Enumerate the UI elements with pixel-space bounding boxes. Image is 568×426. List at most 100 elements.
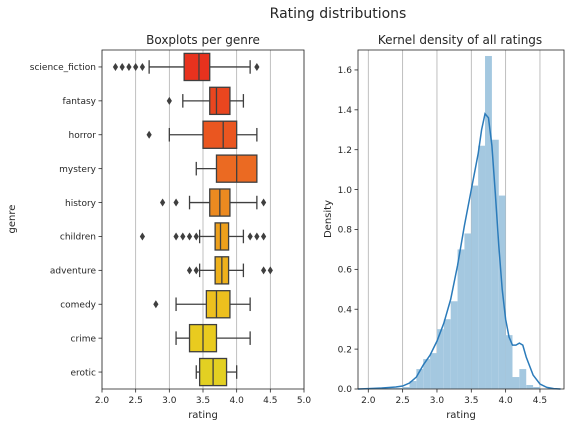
outlier-point bbox=[180, 232, 186, 241]
box-history bbox=[160, 188, 267, 217]
box-adventure bbox=[186, 256, 273, 285]
y-tick-label: horror bbox=[69, 131, 97, 141]
histogram-bar bbox=[395, 388, 403, 389]
y-tick-label: 0.6 bbox=[338, 266, 353, 276]
box-horror bbox=[146, 120, 258, 149]
y-tick-label: history bbox=[65, 199, 97, 209]
boxplot-panel: Boxplots per genre 2.0 2.5 3.0 3.5 4.0 4.5 5.0… bbox=[7, 33, 311, 421]
box-mystery bbox=[195, 154, 258, 183]
x-tick-label: 3.0 bbox=[162, 396, 177, 406]
density-histogram bbox=[382, 55, 540, 389]
y-tick-label: 0.2 bbox=[338, 345, 352, 355]
outlier-point bbox=[173, 232, 179, 241]
histogram-bar bbox=[436, 329, 444, 389]
y-tick-label: fantasy bbox=[63, 97, 97, 107]
outlier-point bbox=[112, 62, 119, 71]
outlier-point bbox=[139, 62, 145, 71]
y-tick-label: 1.6 bbox=[338, 66, 353, 76]
boxplot-y-label: genre bbox=[7, 205, 18, 234]
outlier-point bbox=[119, 62, 125, 71]
x-tick-label: 3.5 bbox=[464, 396, 478, 406]
histogram-bar bbox=[533, 387, 540, 389]
density-title: Kernel density of all ratings bbox=[378, 33, 542, 47]
y-tick-label: science_fiction bbox=[30, 63, 96, 73]
outlier-point bbox=[267, 266, 273, 275]
histogram-bar bbox=[478, 145, 486, 389]
histogram-bar bbox=[464, 233, 472, 389]
density-panel: Kernel density of all ratings 2.0 2.5 3.0 3… bbox=[323, 33, 565, 421]
boxplot-x-ticks: 2.0 2.5 3.0 3.5 4.0 4.5 5.0 bbox=[95, 389, 312, 406]
outlier-point bbox=[247, 232, 253, 241]
histogram-bar bbox=[443, 319, 451, 389]
y-tick-label: mystery bbox=[59, 165, 97, 175]
y-tick-label: 1.4 bbox=[338, 106, 353, 116]
density-x-ticks: 2.0 2.5 3.0 3.5 4.0 4.5 bbox=[361, 389, 547, 406]
box-iqr bbox=[209, 86, 231, 116]
outlier-point bbox=[126, 62, 132, 71]
y-tick-label: 1.2 bbox=[338, 146, 352, 156]
histogram-bar bbox=[423, 359, 431, 389]
outlier-point bbox=[186, 232, 193, 241]
x-tick-label: 4.5 bbox=[533, 396, 547, 406]
box-fantasy bbox=[166, 86, 245, 116]
y-tick-label: 0.4 bbox=[338, 305, 353, 315]
histogram-bar bbox=[505, 335, 513, 389]
box-science-fiction bbox=[112, 52, 260, 82]
outlier-point bbox=[173, 198, 179, 207]
box-erotic bbox=[195, 357, 238, 387]
histogram-bar bbox=[519, 369, 527, 389]
x-tick-label: 2.0 bbox=[361, 396, 376, 406]
y-tick-label: 1.0 bbox=[338, 186, 353, 196]
histogram-bar bbox=[402, 387, 410, 389]
histogram-bar bbox=[416, 369, 424, 389]
y-tick-label: 0.8 bbox=[338, 226, 353, 236]
x-tick-label: 3.5 bbox=[196, 396, 210, 406]
x-tick-label: 2.0 bbox=[95, 396, 110, 406]
x-tick-label: 4.5 bbox=[263, 396, 277, 406]
boxplot-title: Boxplots per genre bbox=[146, 33, 260, 47]
y-tick-label: 0.0 bbox=[338, 385, 353, 395]
histogram-bar bbox=[471, 185, 479, 389]
outlier-point bbox=[133, 62, 139, 71]
outlier-point bbox=[193, 232, 199, 241]
histogram-bar bbox=[409, 381, 417, 389]
box-iqr bbox=[214, 222, 230, 251]
outlier-point bbox=[261, 232, 267, 241]
outlier-point bbox=[160, 198, 166, 207]
outlier-point bbox=[153, 300, 159, 309]
boxplot-x-label: rating bbox=[188, 410, 218, 421]
histogram-bar bbox=[450, 301, 458, 389]
histogram-bar bbox=[526, 385, 534, 389]
x-tick-label: 4.0 bbox=[498, 396, 513, 406]
x-tick-label: 2.5 bbox=[395, 396, 409, 406]
histogram-bar bbox=[512, 377, 520, 389]
box-comedy bbox=[153, 290, 251, 319]
histogram-bar bbox=[485, 55, 492, 389]
kde-curve bbox=[357, 112, 561, 390]
outlier-point bbox=[146, 130, 152, 139]
x-tick-label: 4.0 bbox=[230, 396, 245, 406]
x-tick-label: 5.0 bbox=[297, 396, 312, 406]
figure-title: Rating distributions bbox=[270, 6, 407, 22]
outlier-point bbox=[166, 96, 172, 105]
outlier-point bbox=[254, 232, 260, 241]
box-iqr bbox=[205, 290, 231, 319]
box-iqr bbox=[183, 52, 211, 82]
outlier-point bbox=[193, 266, 199, 275]
density-frame bbox=[357, 49, 565, 390]
outlier-point bbox=[261, 266, 267, 275]
histogram-bar bbox=[430, 353, 437, 389]
x-tick-label: 3.0 bbox=[430, 396, 445, 406]
y-tick-label: comedy bbox=[60, 300, 96, 310]
density-y-ticks: 0.0 0.2 0.4 0.6 0.8 1.0 1.2 1.4 1.6 bbox=[338, 66, 358, 395]
x-tick-label: 2.5 bbox=[129, 396, 143, 406]
outlier-point bbox=[261, 198, 267, 207]
histogram-bar bbox=[491, 139, 499, 389]
y-tick-label: erotic bbox=[70, 368, 96, 378]
histogram-bar bbox=[388, 388, 396, 389]
outlier-point bbox=[254, 62, 260, 71]
box-iqr bbox=[202, 120, 238, 149]
histogram-bar bbox=[457, 249, 465, 389]
